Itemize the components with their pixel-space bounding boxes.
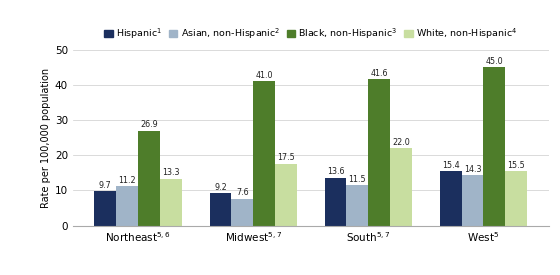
Text: 45.0: 45.0 xyxy=(486,57,503,66)
Bar xyxy=(461,175,483,226)
Text: 41.6: 41.6 xyxy=(371,69,388,78)
Text: 11.2: 11.2 xyxy=(118,176,136,185)
Bar xyxy=(160,179,182,225)
Text: 22.0: 22.0 xyxy=(392,138,410,147)
Text: 41.0: 41.0 xyxy=(255,71,273,80)
Bar xyxy=(505,171,527,226)
Text: 17.5: 17.5 xyxy=(277,153,295,163)
Text: 13.6: 13.6 xyxy=(327,167,344,176)
Text: 15.5: 15.5 xyxy=(507,161,525,169)
Bar xyxy=(347,185,368,226)
Bar xyxy=(275,164,297,226)
Text: 9.2: 9.2 xyxy=(214,183,227,192)
Bar xyxy=(231,199,253,225)
Bar xyxy=(209,193,231,225)
Text: 13.3: 13.3 xyxy=(162,168,180,177)
Bar xyxy=(95,191,116,225)
Text: 14.3: 14.3 xyxy=(464,165,481,174)
Text: 15.4: 15.4 xyxy=(442,161,459,170)
Text: 7.6: 7.6 xyxy=(236,188,249,197)
Y-axis label: Rate per 100,000 population: Rate per 100,000 population xyxy=(41,67,50,208)
Bar xyxy=(325,178,347,226)
Bar xyxy=(368,79,390,226)
Bar xyxy=(390,148,412,226)
Text: 11.5: 11.5 xyxy=(348,175,366,184)
Bar xyxy=(440,171,461,225)
Legend: Hispanic$^1$, Asian, non-Hispanic$^2$, Black, non-Hispanic$^3$, White, non-Hispa: Hispanic$^1$, Asian, non-Hispanic$^2$, B… xyxy=(100,23,521,45)
Bar xyxy=(483,67,505,225)
Bar xyxy=(138,131,160,226)
Bar xyxy=(116,186,138,226)
Text: 26.9: 26.9 xyxy=(140,120,158,130)
Text: 9.7: 9.7 xyxy=(99,181,112,190)
Bar xyxy=(253,81,275,225)
